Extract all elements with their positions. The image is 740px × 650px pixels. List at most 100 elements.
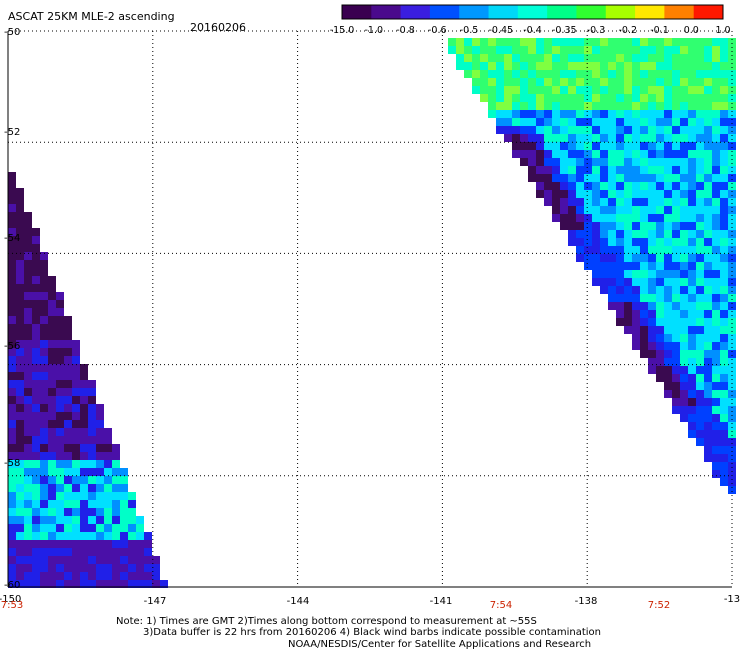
- swath-cell: [576, 102, 584, 110]
- swath-cell: [584, 262, 592, 270]
- swath-cell: [672, 126, 680, 134]
- swath-cell: [728, 478, 736, 486]
- swath-cell: [144, 564, 152, 572]
- swath-cell: [64, 324, 72, 332]
- swath-cell: [96, 420, 104, 428]
- swath-cell: [632, 142, 640, 150]
- swath-cell: [24, 340, 32, 348]
- swath-cell: [648, 62, 656, 70]
- swath-cell: [464, 70, 472, 78]
- swath-cell: [48, 564, 56, 572]
- swath-cell: [64, 340, 72, 348]
- swath-cell: [64, 580, 72, 588]
- swath-cell: [680, 54, 688, 62]
- swath-cell: [48, 540, 56, 548]
- swath-cell: [568, 182, 576, 190]
- swath-cell: [680, 46, 688, 54]
- swath-cell: [696, 70, 704, 78]
- swath-cell: [504, 62, 512, 70]
- swath-cell: [672, 270, 680, 278]
- swath-cell: [32, 372, 40, 380]
- swath-cell: [664, 358, 672, 366]
- swath-cell: [88, 508, 96, 516]
- swath-cell: [80, 524, 88, 532]
- swath-cell: [48, 372, 56, 380]
- swath-cell: [552, 118, 560, 126]
- swath-cell: [568, 102, 576, 110]
- swath-cell: [680, 230, 688, 238]
- swath-cell: [592, 54, 600, 62]
- swath-cell: [728, 262, 736, 270]
- swath-cell: [688, 382, 696, 390]
- swath-cell: [72, 412, 80, 420]
- swath-cell: [592, 246, 600, 254]
- swath-cell: [88, 380, 96, 388]
- swath-cell: [624, 78, 632, 86]
- swath-cell: [680, 382, 688, 390]
- swath-cell: [688, 166, 696, 174]
- swath-cell: [624, 326, 632, 334]
- swath-cell: [664, 110, 672, 118]
- swath-cell: [648, 358, 656, 366]
- time-label: 7:54: [489, 600, 513, 611]
- swath-cell: [16, 268, 24, 276]
- swath-cell: [40, 500, 48, 508]
- swath-cell: [464, 54, 472, 62]
- swath-cell: [64, 524, 72, 532]
- swath-cell: [496, 38, 504, 46]
- swath-cell: [728, 438, 736, 446]
- swath-cell: [40, 332, 48, 340]
- swath-cell: [544, 70, 552, 78]
- swath-cell: [56, 580, 64, 588]
- swath-cell: [80, 444, 88, 452]
- swath-cell: [64, 436, 72, 444]
- swath-cell: [552, 158, 560, 166]
- swath-cell: [40, 372, 48, 380]
- swath-cell: [720, 118, 728, 126]
- swath-cell: [40, 404, 48, 412]
- swath-cell: [720, 94, 728, 102]
- swath-cell: [128, 556, 136, 564]
- swath-cell: [672, 86, 680, 94]
- swath-cell: [672, 262, 680, 270]
- swath-cell: [32, 492, 40, 500]
- swath-cell: [568, 110, 576, 118]
- swath-cell: [536, 94, 544, 102]
- swath-cell: [600, 222, 608, 230]
- swath-cell: [552, 166, 560, 174]
- swath-cell: [728, 102, 736, 110]
- swath-cell: [96, 516, 104, 524]
- swath-cell: [80, 532, 88, 540]
- swath-cell: [568, 150, 576, 158]
- swath-cell: [640, 70, 648, 78]
- swath-cell: [688, 390, 696, 398]
- swath-cell: [16, 196, 24, 204]
- swath-cell: [672, 150, 680, 158]
- swath-cell: [728, 134, 736, 142]
- swath-cell: [656, 222, 664, 230]
- swath-cell: [720, 206, 728, 214]
- swath-cell: [616, 54, 624, 62]
- swath-cell: [632, 166, 640, 174]
- swath-cell: [672, 318, 680, 326]
- swath-cell: [624, 38, 632, 46]
- swath-cell: [568, 38, 576, 46]
- swath-cell: [728, 422, 736, 430]
- swath-cell: [624, 118, 632, 126]
- swath-cell: [704, 254, 712, 262]
- swath-cell: [16, 244, 24, 252]
- swath-cell: [728, 350, 736, 358]
- swath-cell: [640, 118, 648, 126]
- swath-cell: [608, 246, 616, 254]
- swath-cell: [512, 46, 520, 54]
- swath-cell: [680, 126, 688, 134]
- swath-cell: [696, 38, 704, 46]
- swath-cell: [696, 118, 704, 126]
- swath-cell: [48, 476, 56, 484]
- swath-cell: [696, 358, 704, 366]
- swath-cell: [24, 452, 32, 460]
- swath-cell: [584, 134, 592, 142]
- swath-cell: [632, 158, 640, 166]
- swath-cell: [32, 436, 40, 444]
- swath-cell: [688, 302, 696, 310]
